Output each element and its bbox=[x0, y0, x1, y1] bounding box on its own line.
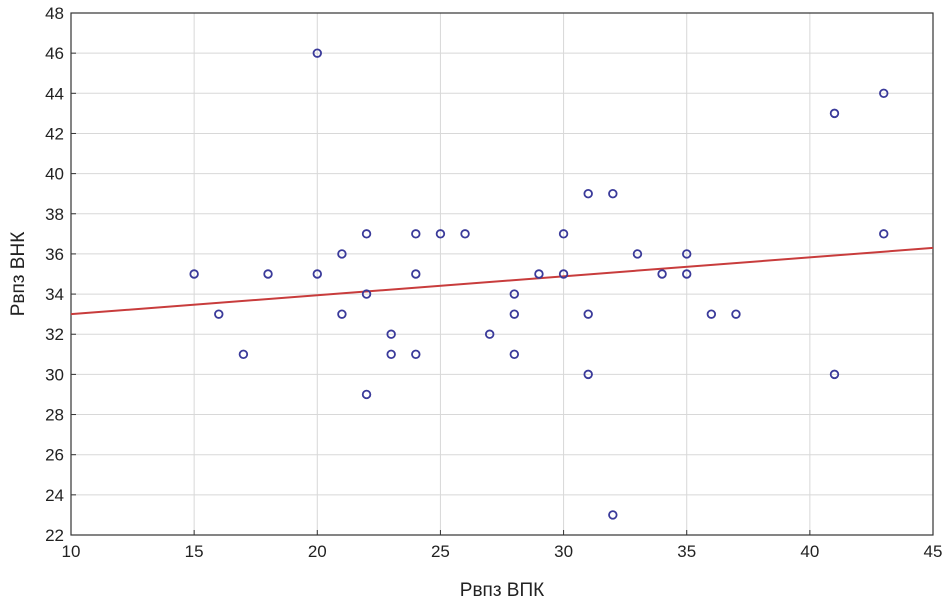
data-point bbox=[682, 249, 692, 259]
x-tick-label: 15 bbox=[185, 542, 204, 561]
x-axis-title: Рвпз ВПК bbox=[460, 580, 544, 601]
data-point bbox=[731, 309, 741, 319]
data-point bbox=[632, 249, 643, 259]
data-point bbox=[829, 369, 840, 380]
y-tick-label: 26 bbox=[45, 446, 64, 465]
x-tick-label: 10 bbox=[62, 542, 81, 561]
data-point bbox=[238, 349, 249, 360]
y-tick-label: 24 bbox=[45, 486, 64, 505]
grid-lines bbox=[71, 13, 933, 535]
data-point bbox=[411, 349, 421, 360]
data-point bbox=[214, 309, 224, 319]
data-point bbox=[312, 269, 322, 279]
y-tick-label: 46 bbox=[45, 44, 64, 63]
data-point bbox=[829, 108, 840, 119]
data-point bbox=[189, 269, 199, 279]
data-point bbox=[608, 188, 618, 199]
data-point bbox=[484, 329, 495, 339]
data-point bbox=[263, 269, 273, 279]
data-point bbox=[312, 48, 322, 58]
data-point bbox=[879, 88, 889, 99]
x-tick-label: 20 bbox=[308, 542, 327, 561]
data-point bbox=[361, 389, 372, 400]
y-tick-label: 22 bbox=[45, 526, 64, 545]
data-point bbox=[509, 289, 520, 299]
y-axis-title: Рвпз ВНК bbox=[8, 232, 29, 317]
data-point bbox=[509, 309, 520, 319]
data-point bbox=[337, 249, 347, 259]
data-point bbox=[386, 329, 396, 339]
data-point bbox=[558, 229, 569, 239]
data-point bbox=[460, 229, 470, 239]
x-tick-label: 30 bbox=[554, 542, 573, 561]
plot-frame bbox=[70, 12, 934, 536]
data-point bbox=[337, 309, 347, 319]
data-point bbox=[386, 349, 396, 360]
data-point bbox=[558, 269, 569, 279]
data-point bbox=[411, 229, 421, 239]
x-tick-label: 45 bbox=[924, 542, 943, 561]
y-tick-label: 42 bbox=[45, 124, 64, 143]
data-point bbox=[583, 369, 593, 380]
data-point bbox=[583, 309, 593, 319]
data-points bbox=[189, 48, 889, 520]
data-point bbox=[583, 188, 593, 199]
data-point bbox=[435, 229, 446, 239]
data-point bbox=[411, 269, 421, 279]
x-tick-label: 35 bbox=[677, 542, 696, 561]
y-tick-label: 40 bbox=[45, 165, 64, 184]
data-point bbox=[608, 510, 618, 520]
regression-line-layer bbox=[70, 246, 934, 316]
y-tick-label: 44 bbox=[45, 84, 64, 103]
y-tick-label: 30 bbox=[45, 365, 64, 384]
x-tick-label: 40 bbox=[800, 542, 819, 561]
data-point bbox=[682, 269, 692, 279]
data-point bbox=[657, 269, 667, 279]
axis-ticks: 10 15 20 25 30 35 40 45 22 24 26 28 30 32 34 36 38 40 42 44… bbox=[45, 4, 942, 561]
data-point bbox=[361, 229, 372, 239]
data-point bbox=[361, 289, 372, 299]
data-point bbox=[509, 349, 520, 360]
data-point bbox=[534, 269, 544, 279]
data-point bbox=[879, 229, 889, 239]
x-tick-label: 25 bbox=[431, 542, 450, 561]
y-tick-label: 34 bbox=[45, 285, 64, 304]
y-tick-label: 38 bbox=[45, 205, 64, 224]
y-tick-label: 48 bbox=[45, 4, 64, 23]
y-tick-label: 32 bbox=[45, 325, 64, 344]
y-tick-label: 28 bbox=[45, 406, 64, 425]
y-tick-label: 36 bbox=[45, 245, 64, 264]
data-point bbox=[706, 309, 717, 319]
regression-line bbox=[70, 246, 934, 316]
